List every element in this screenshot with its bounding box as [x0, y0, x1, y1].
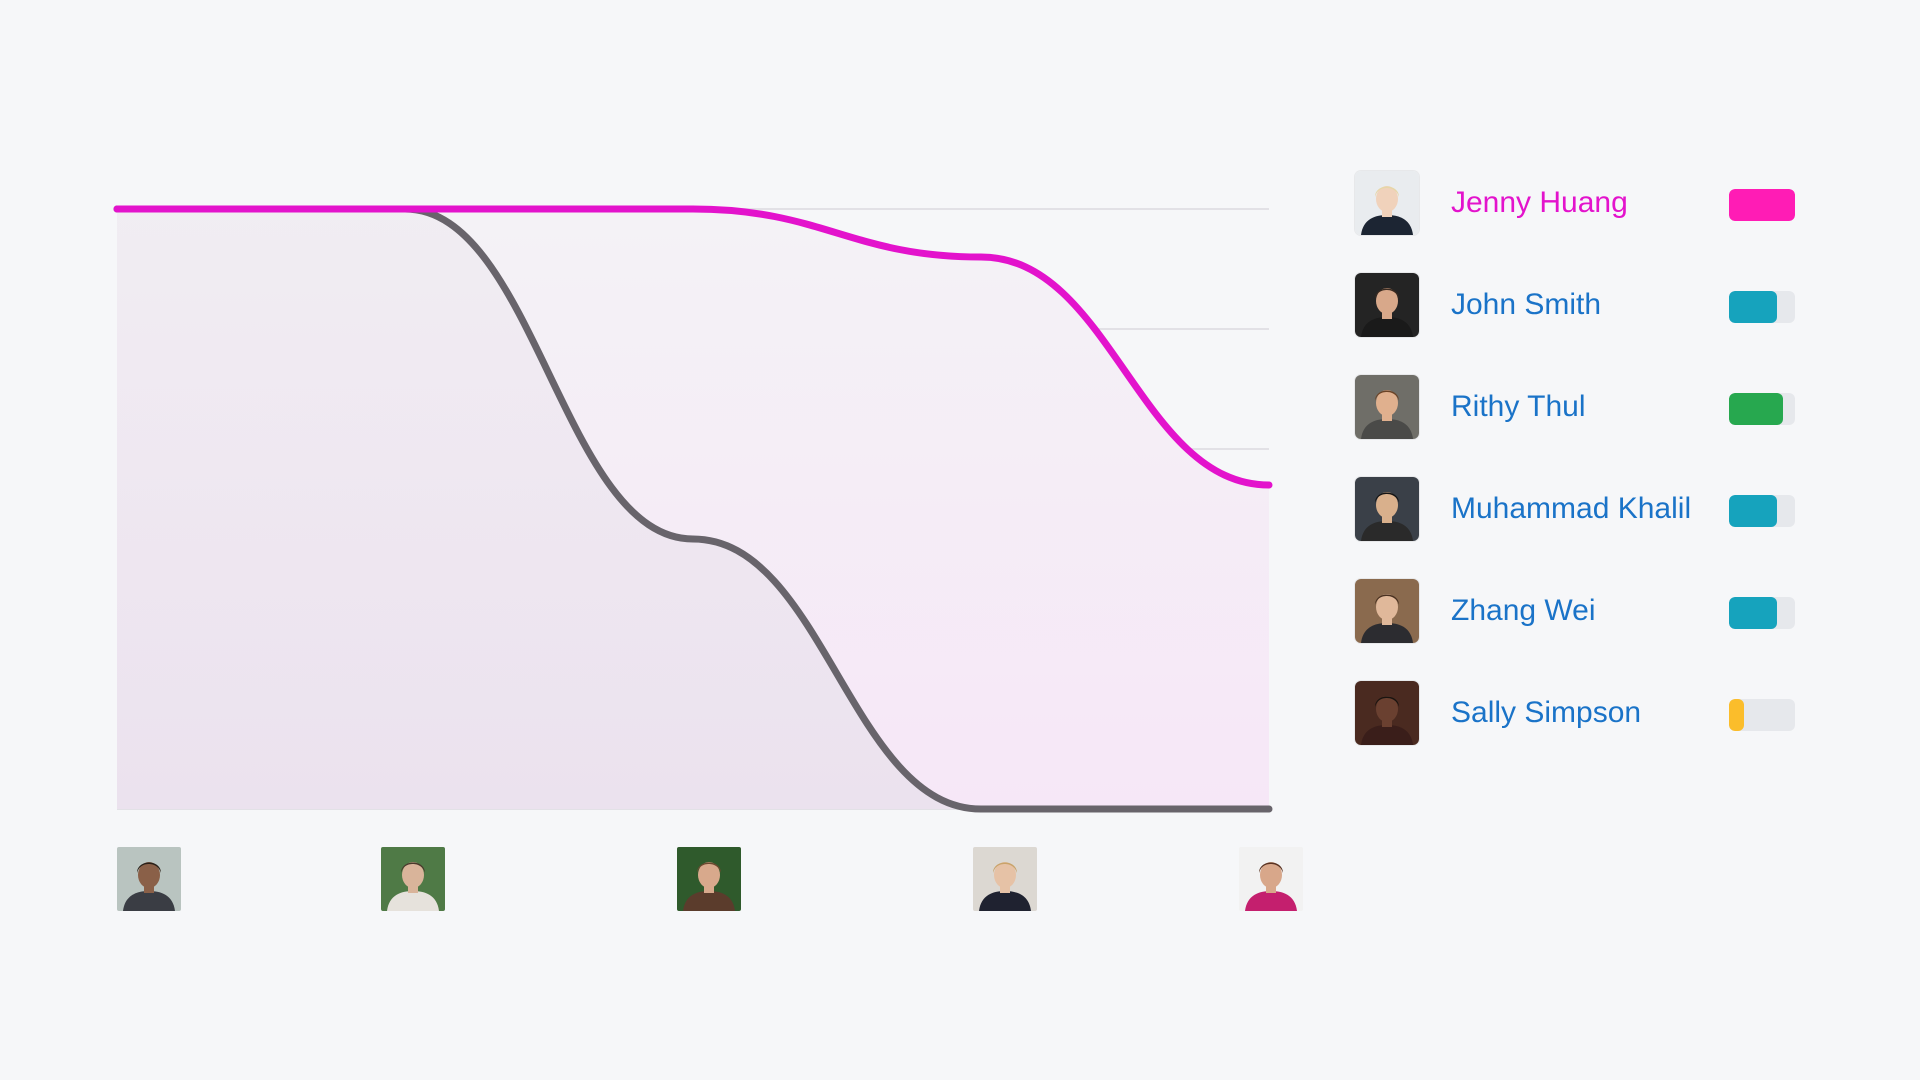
person-portrait-icon: [1355, 375, 1419, 439]
person-portrait-icon: [1355, 273, 1419, 337]
legend-item[interactable]: John Smith: [1355, 273, 1795, 337]
x-axis-avatar[interactable]: [381, 847, 445, 911]
legend-item[interactable]: Jenny Huang: [1355, 171, 1795, 235]
x-axis-avatar[interactable]: [973, 847, 1037, 911]
legend-name: Sally Simpson: [1451, 696, 1642, 729]
person-portrait-icon: [1355, 579, 1419, 643]
legend-progress-fill: [1729, 189, 1795, 221]
person-portrait-icon: [973, 847, 1037, 911]
legend-item[interactable]: Sally Simpson: [1355, 681, 1795, 745]
x-axis-avatar[interactable]: [117, 847, 181, 911]
legend-progress-bar: [1729, 291, 1795, 323]
legend-progress-bar: [1729, 393, 1795, 425]
legend-avatar: [1355, 579, 1419, 643]
legend-name: Zhang Wei: [1451, 594, 1596, 627]
legend-name: Jenny Huang: [1451, 186, 1628, 219]
legend-progress-bar: [1729, 699, 1795, 731]
legend-progress-bar: [1729, 189, 1795, 221]
legend-name: Rithy Thul: [1451, 390, 1586, 423]
legend-progress-fill: [1729, 699, 1744, 731]
legend-progress-fill: [1729, 495, 1777, 527]
person-portrait-icon: [1239, 847, 1303, 911]
x-axis-avatar[interactable]: [1239, 847, 1303, 911]
legend-item[interactable]: Rithy Thul: [1355, 375, 1795, 439]
legend-name: John Smith: [1451, 288, 1602, 321]
person-portrait-icon: [1355, 171, 1419, 235]
legend-avatar: [1355, 477, 1419, 541]
series-line-0[interactable]: [113, 205, 1273, 489]
legend-progress-fill: [1729, 393, 1784, 425]
legend-avatar: [1355, 273, 1419, 337]
legend-progress-bar: [1729, 597, 1795, 629]
person-portrait-icon: [117, 847, 181, 911]
legend-item[interactable]: Zhang Wei: [1355, 579, 1795, 643]
person-portrait-icon: [1355, 681, 1419, 745]
legend-avatar: [1355, 375, 1419, 439]
legend-name: Muhammad Khalil: [1451, 492, 1692, 525]
legend-avatar: [1355, 171, 1419, 235]
legend-avatar: [1355, 681, 1419, 745]
person-portrait-icon: [677, 847, 741, 911]
person-portrait-icon: [381, 847, 445, 911]
legend-item[interactable]: Muhammad Khalil: [1355, 477, 1795, 541]
series-area-1: [117, 209, 1269, 809]
x-axis-avatar[interactable]: [677, 847, 741, 911]
legend-progress-bar: [1729, 495, 1795, 527]
legend-progress-fill: [1729, 291, 1777, 323]
legend-progress-fill: [1729, 597, 1777, 629]
person-portrait-icon: [1355, 477, 1419, 541]
